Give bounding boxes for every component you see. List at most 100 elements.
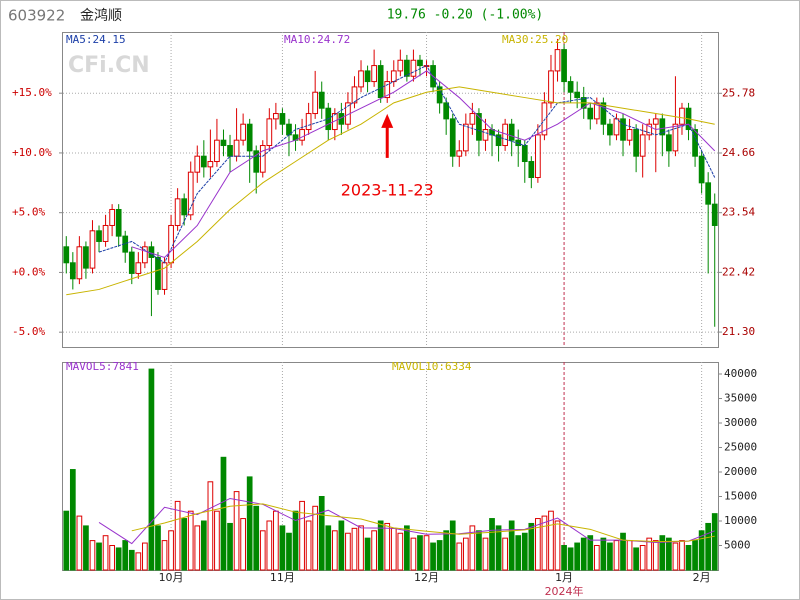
volume-bar <box>620 532 626 571</box>
volume-bar <box>279 525 286 571</box>
legend-entry: MAVOL10:6334 <box>392 360 472 373</box>
volume-bar <box>122 540 129 571</box>
volume-bar <box>561 545 567 571</box>
candle-body <box>679 107 685 125</box>
candle-body <box>390 70 397 83</box>
candle-body <box>469 113 476 125</box>
y2-tick-label: +0.0% <box>12 265 45 278</box>
volume-bar <box>83 525 89 571</box>
candle-body <box>279 113 286 125</box>
volume-bar <box>377 520 384 571</box>
x-tick-label: 11月 <box>270 571 295 584</box>
x-tick-label: 12月 <box>414 571 439 584</box>
volume-bar <box>233 491 240 571</box>
candle-body <box>528 161 535 179</box>
volume-bar <box>430 542 436 571</box>
volume-bar <box>273 510 279 571</box>
volume-bar <box>607 542 613 571</box>
volume-bar <box>417 535 423 571</box>
stock-name: 金鸿顺 <box>80 7 122 24</box>
volume-bar <box>364 537 371 571</box>
y-tick-label: 21.30 <box>722 325 755 338</box>
volume-bar <box>115 547 122 571</box>
volume-bar <box>711 513 718 571</box>
annotation-arrowhead <box>381 113 394 128</box>
volume-bar <box>168 530 174 571</box>
volume-bar <box>541 515 548 571</box>
candle-body <box>351 86 358 104</box>
candle-body <box>187 171 194 216</box>
candle-body <box>692 129 698 157</box>
volume-panel <box>62 362 719 571</box>
volume-bar <box>331 530 338 571</box>
volume-bar <box>436 540 443 571</box>
candle-body <box>69 262 76 280</box>
y-tick-label: 10000 <box>724 514 757 527</box>
candle-body <box>214 139 220 163</box>
y-tick-label: 24.66 <box>722 146 755 159</box>
volume-bar <box>410 537 417 571</box>
candle-body <box>666 134 672 152</box>
candle-body <box>561 49 567 83</box>
candle-body <box>115 208 122 237</box>
candle-body <box>135 262 142 274</box>
y-tick-label: 25000 <box>724 441 757 454</box>
volume-bar <box>207 481 214 571</box>
volume-bar <box>194 525 201 571</box>
candle-body <box>96 230 102 242</box>
volume-bar <box>443 530 450 571</box>
candle-body <box>128 251 135 274</box>
volume-bar <box>89 540 96 571</box>
volume-bar <box>397 532 404 571</box>
candle-body <box>174 198 181 226</box>
candle-body <box>620 118 626 141</box>
candle-body <box>443 102 450 120</box>
candle-body <box>358 70 364 88</box>
volume-bar <box>371 530 377 571</box>
volume-bar <box>600 537 607 571</box>
candle-body <box>266 118 273 147</box>
candle-body <box>83 246 89 269</box>
volume-bar <box>246 476 253 571</box>
candle-body <box>613 118 620 136</box>
y-tick-label: 5000 <box>724 539 751 552</box>
moving-average-line <box>131 503 715 543</box>
volume-bar <box>135 552 142 571</box>
candle-body <box>207 161 214 168</box>
volume-bar <box>148 368 155 571</box>
volume-bar <box>462 537 469 571</box>
candle-body <box>587 107 594 120</box>
moving-average-line <box>98 64 716 264</box>
y2-tick-label: +5.0% <box>12 206 45 219</box>
candle-body <box>495 134 502 147</box>
y-tick-label: 40000 <box>724 367 757 380</box>
volume-bar <box>161 540 168 571</box>
candle-body <box>371 65 377 83</box>
candle-body <box>698 155 705 184</box>
volume-bar <box>567 547 574 571</box>
volume-bar <box>495 525 502 571</box>
candle-body <box>574 91 581 99</box>
volume-bar <box>318 496 325 571</box>
annotation-text: 2023-11-23 <box>341 180 434 199</box>
candle-body <box>63 246 70 264</box>
volume-bar <box>423 535 430 571</box>
candle-body <box>482 129 489 141</box>
volume-bar <box>325 525 332 571</box>
volume-bar <box>535 518 541 571</box>
candle-body <box>377 65 384 99</box>
candle-body <box>305 113 312 131</box>
moving-average-line <box>66 86 715 296</box>
volume-bar <box>240 518 246 571</box>
volume-bar <box>96 542 102 571</box>
candle-body <box>535 134 541 179</box>
candle-body <box>397 59 404 72</box>
x-tick-label: 1月 <box>555 571 573 584</box>
candle-body <box>476 113 482 141</box>
candle-body <box>659 118 666 136</box>
candle-body <box>417 59 423 67</box>
volume-bar <box>469 525 476 571</box>
y-tick-label: 25.78 <box>722 86 755 99</box>
candle-body <box>600 102 607 125</box>
